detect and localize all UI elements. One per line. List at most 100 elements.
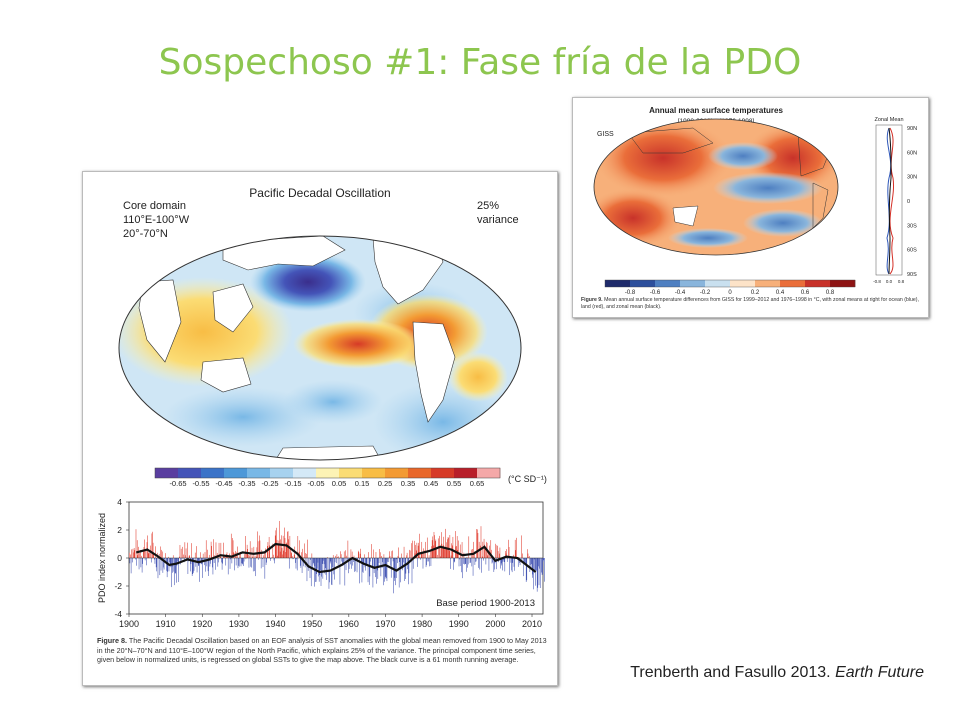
pdo-index-bar: [249, 541, 251, 558]
pdo-index-bar: [269, 545, 270, 558]
pdo-index-bar: [301, 552, 302, 558]
pdo-index-bar: [253, 546, 255, 558]
pdo-index-bar: [476, 529, 477, 558]
pdo-index-bar: [372, 558, 373, 569]
pdo-y-tick-label: -4: [114, 609, 122, 619]
pdo-index-bar: [398, 558, 400, 588]
pdo-index-bar: [205, 558, 206, 572]
pdo-index-bar: [229, 558, 231, 569]
zonal-x-label: 0.8: [898, 279, 905, 284]
pdo-index-bar: [199, 558, 200, 582]
pdo-index-bar: [388, 558, 390, 563]
pdo-index-bar: [541, 558, 542, 573]
pdo-index-bar: [179, 556, 180, 558]
pdo-index-bar: [505, 551, 506, 558]
pdo-index-bar: [400, 558, 402, 567]
pdo-index-bar: [151, 533, 153, 558]
pdo-index-bar: [453, 558, 455, 562]
pdo-index-bar: [293, 558, 294, 559]
zonal-land-line: [889, 127, 895, 275]
pdo-index-bar: [452, 536, 454, 558]
pdo-index-bar: [295, 558, 297, 569]
pdo-index-bar: [168, 556, 169, 558]
pdo-index-bar: [208, 558, 209, 576]
pdo-index-bar: [358, 552, 360, 558]
pdo-index-bar: [132, 558, 133, 563]
zonal-x-label: 0.0: [886, 279, 893, 284]
pdo-index-bar: [375, 552, 377, 558]
core-domain-lon: 110°E-100°W: [123, 214, 190, 226]
pdo-index-bar: [497, 551, 499, 558]
pdo-index-bar: [321, 558, 323, 564]
pdo-index-bar: [418, 542, 419, 558]
pdo-index-bar: [353, 555, 355, 558]
pdo-index-bar: [174, 558, 176, 574]
citation-authors: Trenberth and Fasullo 2013.: [630, 664, 836, 681]
pdo-index-bar: [426, 537, 428, 558]
pdo-index-bar: [132, 548, 134, 558]
pdo-index-bar: [210, 558, 211, 564]
pdo-index-bar: [326, 558, 327, 580]
pdo-index-bar: [137, 555, 139, 558]
pdo-colorbar-cell: [247, 468, 271, 478]
pdo-index-bar: [213, 539, 214, 558]
pdo-index-bar: [387, 558, 388, 562]
pdo-index-bar: [154, 558, 156, 564]
pdo-index-bar: [228, 557, 230, 558]
pdo-index-bar: [303, 557, 305, 558]
pdo-index-bar: [395, 558, 397, 560]
pdo-index-bar: [263, 551, 265, 558]
pdo-index-bar: [506, 558, 508, 562]
pdo-index-bar: [538, 558, 539, 567]
pdo-index-bar: [368, 558, 370, 585]
pdo-index-bar: [434, 535, 435, 558]
pdo-index-bar: [161, 551, 163, 558]
pdo-index-bar: [319, 558, 321, 575]
pdo-index-bar: [408, 558, 409, 585]
pdo-index-bar: [364, 558, 366, 568]
pdo-index-bar: [471, 558, 473, 567]
pdo-index-bar: [176, 558, 178, 566]
pdo-index-bar: [234, 558, 235, 571]
pdo-index-bar: [313, 558, 314, 563]
pdo-colorbar-cell: [431, 468, 455, 478]
pdo-index-bar: [265, 548, 266, 558]
pdo-index-bar: [419, 533, 420, 558]
pdo-index-bar: [189, 555, 191, 558]
pdo-index-bar: [464, 558, 465, 565]
pdo-index-bar: [143, 547, 145, 558]
pdo-index-bar: [333, 558, 335, 575]
pdo-index-bar: [159, 558, 161, 576]
pdo-index-bar: [423, 550, 425, 558]
pdo-index-bar: [323, 558, 325, 565]
pdo-index-bar: [523, 558, 525, 577]
pdo-index-bar: [147, 552, 149, 558]
pdo-index-bar: [336, 554, 338, 558]
pdo-index-bar: [383, 554, 385, 558]
pdo-index-bar: [203, 558, 205, 560]
pdo-index-bar: [256, 556, 257, 558]
pdo-index-bar: [409, 549, 410, 558]
pdo-index-bar: [181, 558, 183, 562]
pdo-index-bar: [292, 556, 293, 558]
pdo-index-bar: [537, 558, 539, 588]
pdo-index-bar: [136, 540, 138, 558]
pdo-index-bar: [130, 558, 132, 574]
pdo-index-bar: [187, 558, 189, 574]
core-domain-lat: 20°-70°N: [123, 228, 168, 240]
pdo-index-bar: [321, 558, 322, 577]
pdo-index-bar: [437, 554, 438, 558]
pdo-index-bar: [152, 542, 154, 558]
pdo-index-bar: [441, 532, 442, 558]
pdo-x-tick-label: 1930: [229, 619, 249, 629]
pdo-colorbar-frame: [154, 467, 501, 479]
pdo-index-bar: [409, 550, 411, 558]
pdo-y-tick-label: 4: [117, 497, 122, 507]
pdo-index-bar: [543, 558, 545, 561]
pdo-index-bar: [139, 553, 140, 558]
pdo-index-bar: [133, 552, 134, 558]
pdo-index-bar: [521, 535, 522, 558]
pdo-index-bar: [152, 531, 153, 558]
giss-colorbar-cell: [755, 280, 781, 287]
pdo-index-bar: [453, 558, 454, 570]
